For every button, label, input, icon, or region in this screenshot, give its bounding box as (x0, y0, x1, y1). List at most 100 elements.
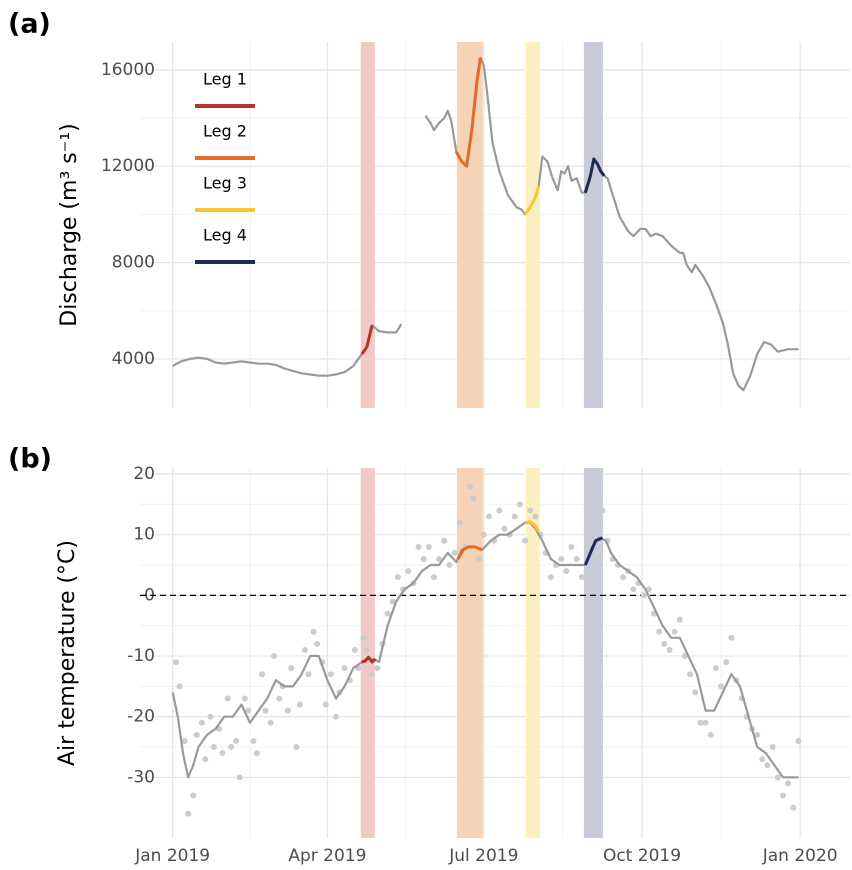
point (671, 628, 678, 635)
point (430, 574, 437, 581)
leg-span (525, 468, 540, 838)
point (764, 762, 771, 769)
point (511, 513, 518, 520)
point (522, 537, 529, 544)
point (236, 774, 243, 781)
y-tick-label: 8000 (112, 253, 155, 273)
point (656, 628, 663, 635)
x-tick-label: Apr 2019 (288, 846, 366, 866)
line (172, 56, 799, 392)
x-tick-label: Oct 2019 (603, 846, 681, 866)
point (425, 543, 432, 550)
point (202, 756, 209, 763)
point (573, 555, 580, 562)
point (687, 671, 694, 678)
point (712, 665, 719, 672)
point (253, 750, 260, 757)
legend-label: Leg 2 (203, 122, 247, 141)
point (296, 701, 303, 708)
point (363, 646, 370, 653)
point (198, 719, 205, 726)
line (360, 324, 374, 355)
point (369, 671, 376, 678)
point (176, 683, 183, 690)
point (480, 531, 487, 538)
line (524, 519, 541, 533)
point (305, 671, 312, 678)
point (271, 653, 278, 660)
point (193, 731, 200, 738)
point (322, 701, 329, 708)
point (262, 707, 269, 714)
leg-span (360, 468, 375, 838)
point (314, 640, 321, 647)
y-tick-label: 16000 (101, 60, 155, 80)
line (171, 521, 799, 779)
line (583, 157, 606, 194)
legend-label: Leg 1 (203, 70, 247, 89)
leg-span (360, 42, 375, 408)
point (173, 659, 180, 666)
leg-span (456, 468, 483, 838)
panel-label: (a) (8, 9, 51, 40)
line (583, 536, 604, 566)
point (516, 501, 523, 508)
legend-label: Leg 4 (203, 226, 247, 245)
point (441, 537, 448, 544)
point (245, 707, 252, 714)
point (547, 574, 554, 581)
point (620, 574, 627, 581)
point (415, 543, 422, 550)
point (241, 695, 248, 702)
leg-span (583, 42, 603, 408)
point (759, 756, 766, 763)
point (224, 695, 231, 702)
point (302, 646, 309, 653)
point (394, 574, 401, 581)
point (341, 665, 348, 672)
x-tick-label: Jan 2019 (134, 846, 210, 866)
point (645, 586, 652, 593)
point (190, 792, 197, 799)
point (527, 507, 534, 514)
point (470, 495, 477, 502)
point (374, 665, 381, 672)
point (532, 513, 539, 520)
x-tick-label: Jan 2020 (762, 846, 838, 866)
point (276, 695, 283, 702)
point (219, 750, 226, 757)
leg-span (456, 42, 483, 408)
point (185, 810, 192, 817)
y-tick-label: 10 (133, 525, 155, 545)
point (405, 568, 412, 575)
point (583, 568, 590, 575)
point (250, 737, 257, 744)
point (288, 665, 295, 672)
point (181, 737, 188, 744)
point (310, 628, 317, 635)
point (568, 543, 575, 550)
point (420, 555, 427, 562)
point (475, 555, 482, 562)
point (228, 744, 235, 751)
point (389, 598, 396, 605)
leg-span (525, 42, 540, 408)
y-tick-label: 0 (144, 585, 155, 605)
y-tick-label: -10 (127, 646, 155, 666)
point (599, 507, 606, 514)
point (728, 634, 735, 641)
point (267, 719, 274, 726)
y-axis-label: Air temperature (°C) (55, 540, 80, 766)
point (332, 713, 339, 720)
point (467, 483, 474, 490)
point (284, 707, 291, 714)
y-tick-label: 20 (133, 464, 155, 484)
y-tick-label: -20 (127, 707, 155, 727)
point (630, 586, 637, 593)
y-tick-label: 4000 (112, 349, 155, 369)
point (558, 555, 565, 562)
point (795, 737, 802, 744)
point (501, 525, 508, 532)
point (485, 513, 492, 520)
point (640, 592, 647, 599)
